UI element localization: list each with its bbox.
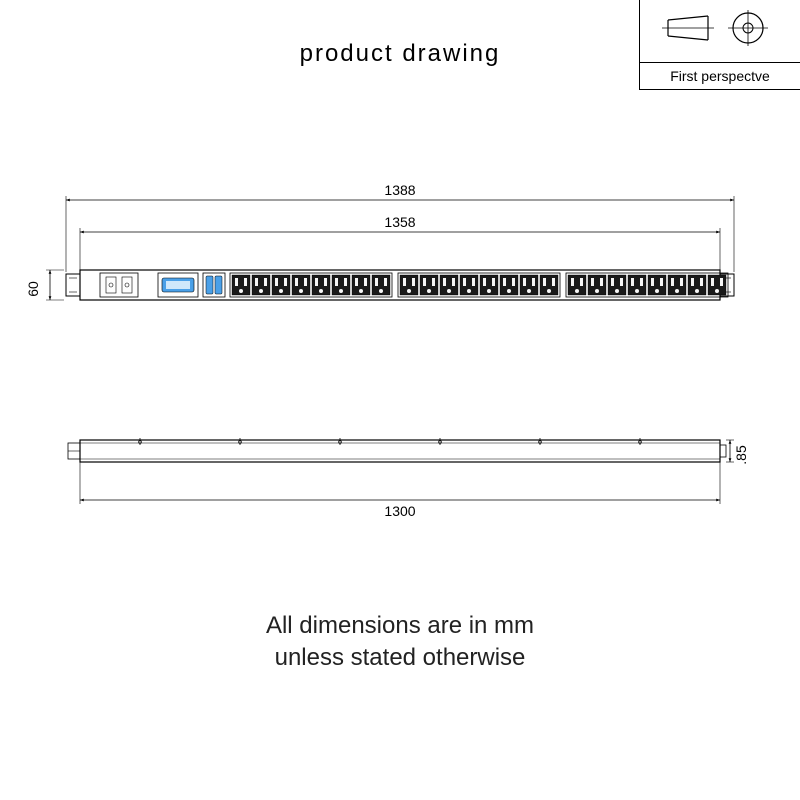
svg-text:1388: 1388 bbox=[384, 182, 415, 198]
units-note-line2: unless stated otherwise bbox=[275, 644, 526, 671]
svg-text:1300: 1300 bbox=[384, 503, 415, 519]
technical-drawing: 1388 1358 60 1300 .85 bbox=[0, 0, 800, 800]
svg-text:60: 60 bbox=[25, 281, 41, 297]
svg-text:1358: 1358 bbox=[384, 214, 415, 230]
units-note-line1: All dimensions are in mm bbox=[266, 612, 534, 639]
svg-text:.85: .85 bbox=[733, 445, 749, 465]
units-note: All dimensions are in mm unless stated o… bbox=[0, 610, 800, 675]
